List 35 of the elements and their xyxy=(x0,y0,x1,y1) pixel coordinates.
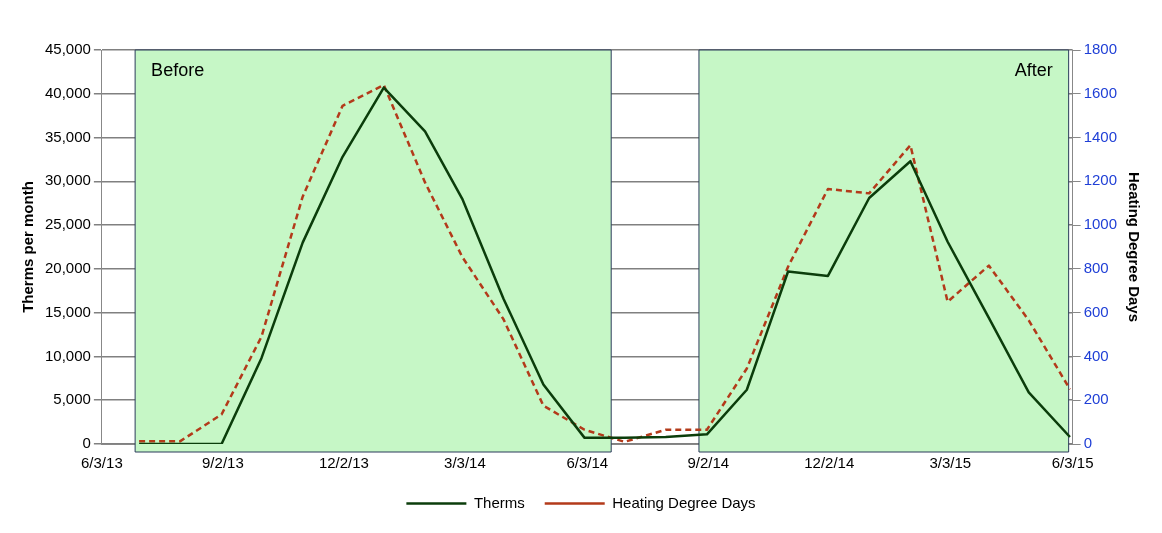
x-tick-label: 12/2/14 xyxy=(804,454,855,472)
y2-tick-label: 1400 xyxy=(1083,127,1118,145)
band-label: Before xyxy=(151,59,205,80)
y-tick-label: 5,000 xyxy=(53,390,91,408)
y2-tick-label: 1000 xyxy=(1083,215,1118,233)
y-tick-label: 0 xyxy=(82,434,91,452)
y-tick-label: 15,000 xyxy=(44,302,91,320)
x-tick-label: 6/3/14 xyxy=(566,454,609,472)
y-tick-label: 30,000 xyxy=(44,171,91,189)
y2-tick-label: 800 xyxy=(1083,259,1109,277)
y-tick-label: 45,000 xyxy=(44,40,91,58)
y-tick-label: 10,000 xyxy=(44,346,91,364)
y2-tick-label: 1800 xyxy=(1083,40,1118,58)
y-tick-label: 40,000 xyxy=(44,83,91,101)
x-tick-label: 3/3/14 xyxy=(444,454,486,472)
y-axis-title: Therms per month xyxy=(19,181,37,313)
y-tick-label: 25,000 xyxy=(44,215,91,233)
x-tick-label: 9/2/14 xyxy=(687,454,730,472)
legend-label: Heating Degree Days xyxy=(612,493,756,511)
y-tick-label: 35,000 xyxy=(44,127,91,145)
band-label: After xyxy=(1014,59,1053,80)
x-tick-label: 12/2/13 xyxy=(318,454,369,472)
x-tick-label: 3/3/15 xyxy=(929,454,972,472)
y2-tick-label: 400 xyxy=(1083,346,1109,364)
y2-tick-label: 200 xyxy=(1083,390,1109,408)
y2-axis-title: Heating Degree Days xyxy=(1125,171,1143,323)
legend-label: Therms xyxy=(473,493,525,511)
x-tick-label: 6/3/13 xyxy=(81,454,123,472)
y2-tick-label: 0 xyxy=(1083,434,1092,452)
y2-tick-label: 1600 xyxy=(1083,83,1118,101)
y2-tick-label: 1200 xyxy=(1083,171,1118,189)
y2-tick-label: 600 xyxy=(1083,302,1109,320)
x-tick-label: 9/2/13 xyxy=(202,454,244,472)
x-tick-label: 6/3/15 xyxy=(1051,454,1094,472)
y-tick-label: 20,000 xyxy=(44,259,91,277)
